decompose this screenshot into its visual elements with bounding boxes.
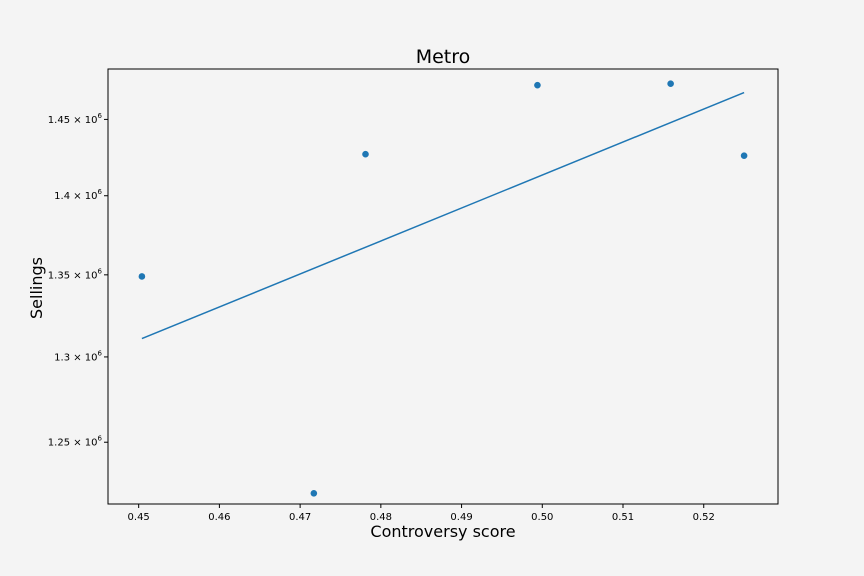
data-points	[138, 80, 748, 497]
y-tick-label: 1.4 × 106	[54, 188, 102, 202]
y-tick-mantissa: 1.4	[54, 191, 70, 202]
y-tick-times: × 10	[70, 438, 97, 449]
trend-line-group	[141, 91, 745, 340]
x-tick-label: 0.51	[612, 512, 634, 523]
scatter-point	[534, 81, 541, 89]
y-tick-times: × 10	[70, 191, 97, 202]
x-tick-label: 0.52	[693, 512, 715, 523]
scatter-point	[362, 150, 369, 158]
scatter-point	[740, 152, 748, 160]
x-tick-label: 0.49	[450, 512, 472, 523]
chart-title: Metro	[416, 46, 471, 68]
y-tick-label: 1.3 × 106	[54, 349, 102, 363]
y-tick-exponent: 6	[98, 112, 103, 120]
y-tick-label: 1.45 × 106	[48, 112, 103, 126]
x-axis-ticks: 0.45 0.46 0.47 0.48 0.49 0.50 0.51 0.52	[128, 504, 715, 523]
x-axis-label: Controversy score	[370, 522, 515, 541]
y-tick-times: × 10	[70, 352, 97, 363]
y-tick-exponent: 6	[98, 349, 103, 357]
y-tick-mantissa: 1.3	[54, 352, 70, 363]
scatter-point	[667, 80, 674, 88]
y-tick-times: × 10	[70, 270, 97, 281]
y-tick-exponent: 6	[98, 188, 103, 196]
plot-area	[107, 68, 779, 505]
scatter-point	[310, 489, 318, 497]
scatter-point	[138, 273, 146, 280]
x-tick-label: 0.46	[208, 512, 230, 523]
y-tick-mantissa: 1.35	[48, 270, 70, 281]
y-tick-mantissa: 1.45	[48, 115, 70, 126]
y-tick-exponent: 6	[98, 267, 103, 275]
x-tick-label: 0.48	[370, 512, 392, 523]
x-tick-label: 0.45	[128, 512, 150, 523]
y-tick-mantissa: 1.25	[48, 438, 70, 449]
x-tick-label: 0.47	[289, 512, 311, 523]
y-axis-label: Sellings	[27, 257, 46, 319]
y-tick-exponent: 6	[98, 435, 103, 443]
y-tick-label: 1.35 × 106	[48, 267, 103, 281]
x-tick-label: 0.50	[531, 512, 553, 523]
y-tick-times: × 10	[70, 115, 97, 126]
trend-line	[141, 91, 745, 340]
y-tick-label: 1.25 × 106	[48, 435, 103, 449]
